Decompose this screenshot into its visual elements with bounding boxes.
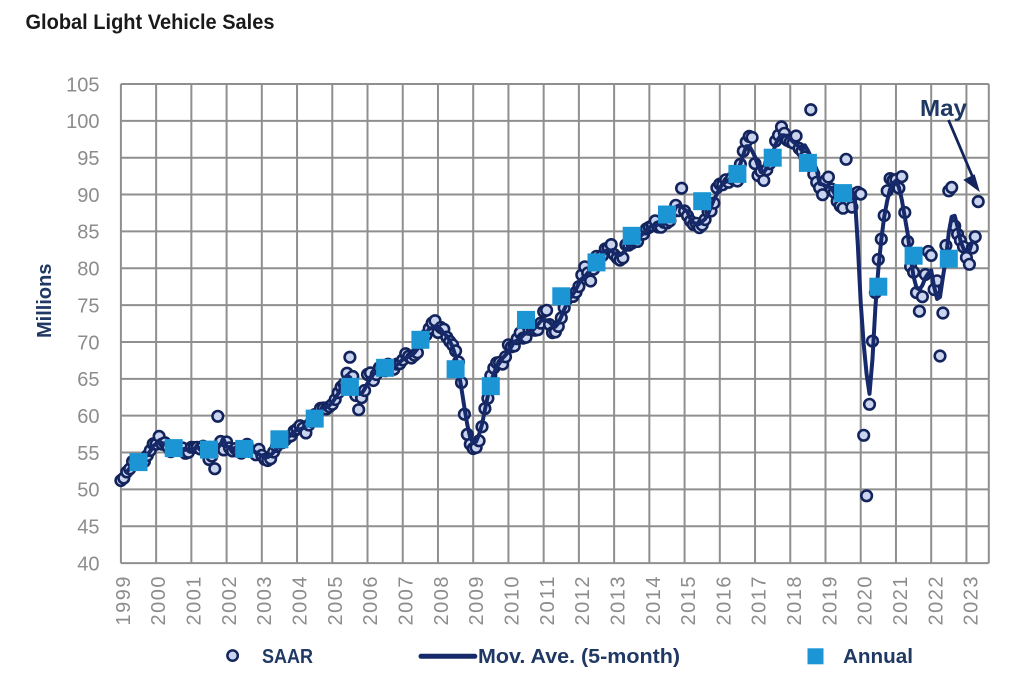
svg-text:65: 65 xyxy=(77,369,99,391)
svg-text:80: 80 xyxy=(77,259,99,281)
svg-text:2002: 2002 xyxy=(219,577,241,626)
svg-text:90: 90 xyxy=(77,185,99,207)
svg-text:2006: 2006 xyxy=(360,577,382,626)
svg-text:105: 105 xyxy=(66,74,99,96)
svg-text:2013: 2013 xyxy=(607,577,629,626)
svg-text:45: 45 xyxy=(77,517,99,539)
svg-text:2007: 2007 xyxy=(395,577,417,626)
svg-text:2022: 2022 xyxy=(925,577,947,626)
svg-text:SAAR: SAAR xyxy=(262,646,313,668)
svg-text:2017: 2017 xyxy=(749,577,771,626)
svg-text:2001: 2001 xyxy=(183,577,205,626)
svg-text:60: 60 xyxy=(77,406,99,428)
svg-text:2021: 2021 xyxy=(890,577,912,626)
svg-text:Millions: Millions xyxy=(34,264,56,338)
svg-text:75: 75 xyxy=(77,295,99,317)
svg-text:2003: 2003 xyxy=(254,577,276,626)
svg-text:55: 55 xyxy=(77,443,99,465)
svg-text:100: 100 xyxy=(66,111,99,133)
svg-text:2005: 2005 xyxy=(325,577,347,626)
svg-text:2018: 2018 xyxy=(784,577,806,626)
svg-text:2016: 2016 xyxy=(713,577,735,626)
svg-text:95: 95 xyxy=(77,148,99,170)
svg-text:May: May xyxy=(920,95,967,121)
svg-text:Annual: Annual xyxy=(843,646,913,668)
svg-text:2012: 2012 xyxy=(572,577,594,626)
svg-text:2014: 2014 xyxy=(643,577,665,626)
svg-text:2008: 2008 xyxy=(431,577,453,626)
svg-text:2023: 2023 xyxy=(961,577,983,626)
svg-text:2004: 2004 xyxy=(289,577,311,626)
svg-text:2000: 2000 xyxy=(148,577,170,626)
svg-text:2015: 2015 xyxy=(678,577,700,626)
svg-text:2020: 2020 xyxy=(855,577,877,626)
svg-text:Mov. Ave. (5-month): Mov. Ave. (5-month) xyxy=(478,646,680,668)
svg-text:2019: 2019 xyxy=(819,577,841,626)
svg-text:1999: 1999 xyxy=(113,577,135,626)
svg-text:50: 50 xyxy=(77,480,99,502)
svg-text:2009: 2009 xyxy=(466,577,488,626)
svg-text:40: 40 xyxy=(77,553,99,575)
svg-text:2010: 2010 xyxy=(501,577,523,626)
svg-text:70: 70 xyxy=(77,332,99,354)
svg-text:Global Light Vehicle Sales: Global Light Vehicle Sales xyxy=(26,11,275,34)
svg-text:85: 85 xyxy=(77,222,99,244)
